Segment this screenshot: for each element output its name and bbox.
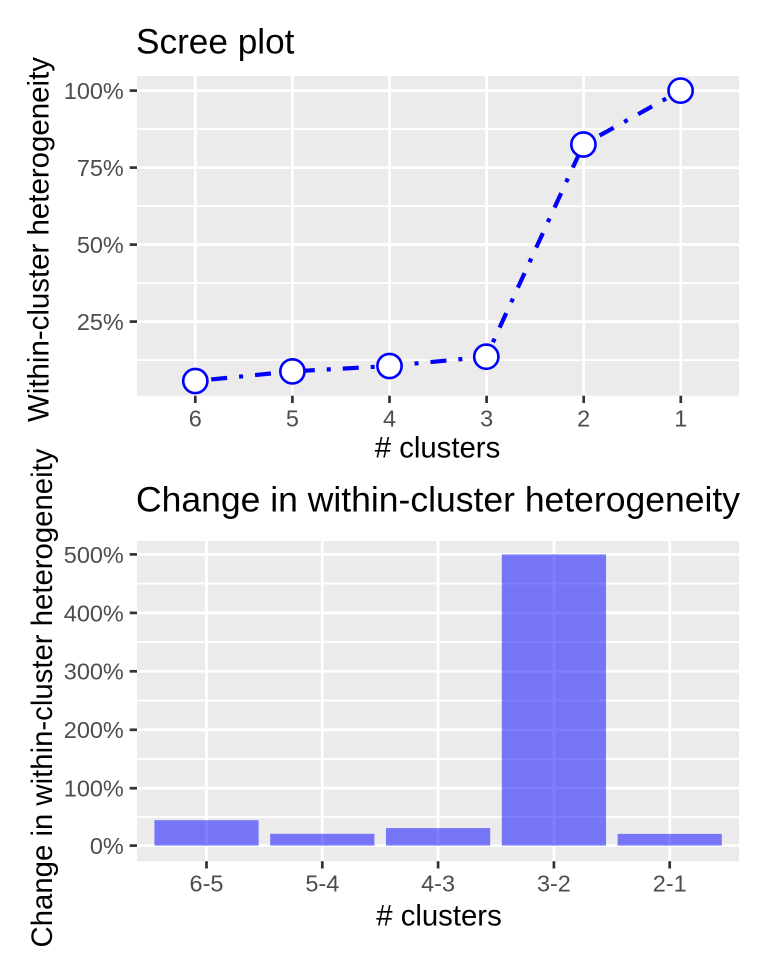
- svg-text:6-5: 6-5: [190, 870, 224, 896]
- svg-text:Scree plot: Scree plot: [136, 23, 295, 62]
- svg-text:0%: 0%: [90, 833, 124, 859]
- svg-text:5-4: 5-4: [305, 870, 339, 896]
- svg-text:# clusters: # clusters: [375, 431, 501, 464]
- svg-text:4: 4: [383, 406, 396, 432]
- svg-text:3-2: 3-2: [537, 870, 571, 896]
- svg-text:400%: 400%: [64, 600, 124, 626]
- svg-text:6: 6: [189, 406, 202, 432]
- svg-text:75%: 75%: [77, 155, 124, 181]
- svg-text:2-1: 2-1: [653, 870, 687, 896]
- svg-text:25%: 25%: [77, 309, 124, 335]
- svg-text:50%: 50%: [77, 232, 124, 258]
- svg-text:1: 1: [674, 406, 687, 432]
- svg-text:Change in within-cluster heter: Change in within-cluster heterogeneity: [136, 481, 740, 520]
- svg-text:200%: 200%: [64, 717, 124, 743]
- svg-text:2: 2: [577, 406, 590, 432]
- svg-text:Within-cluster heterogeneity: Within-cluster heterogeneity: [23, 57, 56, 422]
- svg-text:100%: 100%: [64, 78, 124, 104]
- svg-text:Change in within-cluster heter: Change in within-cluster heterogeneity: [26, 448, 59, 947]
- svg-text:# clusters: # clusters: [376, 899, 502, 932]
- svg-text:300%: 300%: [64, 659, 124, 685]
- svg-text:4-3: 4-3: [421, 870, 455, 896]
- svg-text:100%: 100%: [64, 776, 124, 802]
- svg-text:500%: 500%: [64, 542, 124, 568]
- svg-text:3: 3: [480, 406, 493, 432]
- svg-text:5: 5: [286, 406, 299, 432]
